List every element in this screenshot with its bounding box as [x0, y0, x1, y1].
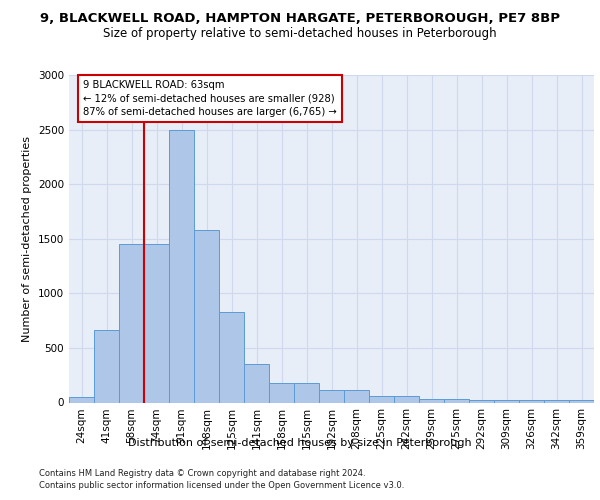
Bar [94, 330, 119, 402]
Bar [69, 397, 94, 402]
Bar [369, 396, 394, 402]
Bar [419, 398, 444, 402]
Y-axis label: Number of semi-detached properties: Number of semi-detached properties [22, 136, 32, 342]
Text: 9 BLACKWELL ROAD: 63sqm
← 12% of semi-detached houses are smaller (928)
87% of s: 9 BLACKWELL ROAD: 63sqm ← 12% of semi-de… [83, 80, 337, 117]
Bar [494, 400, 519, 402]
Text: Contains HM Land Registry data © Crown copyright and database right 2024.: Contains HM Land Registry data © Crown c… [39, 469, 365, 478]
Bar [294, 384, 319, 402]
Text: Distribution of semi-detached houses by size in Peterborough: Distribution of semi-detached houses by … [128, 438, 472, 448]
Bar [144, 244, 169, 402]
Bar [344, 390, 369, 402]
Bar [319, 390, 344, 402]
Text: 9, BLACKWELL ROAD, HAMPTON HARGATE, PETERBOROUGH, PE7 8BP: 9, BLACKWELL ROAD, HAMPTON HARGATE, PETE… [40, 12, 560, 26]
Bar [569, 400, 594, 402]
Text: Contains public sector information licensed under the Open Government Licence v3: Contains public sector information licen… [39, 481, 404, 490]
Bar [119, 244, 144, 402]
Text: Size of property relative to semi-detached houses in Peterborough: Size of property relative to semi-detach… [103, 28, 497, 40]
Bar [519, 400, 544, 402]
Bar [269, 384, 294, 402]
Bar [469, 400, 494, 402]
Bar [544, 400, 569, 402]
Bar [194, 230, 219, 402]
Bar [394, 396, 419, 402]
Bar [444, 398, 469, 402]
Bar [169, 130, 194, 402]
Bar [244, 364, 269, 403]
Bar [219, 312, 244, 402]
